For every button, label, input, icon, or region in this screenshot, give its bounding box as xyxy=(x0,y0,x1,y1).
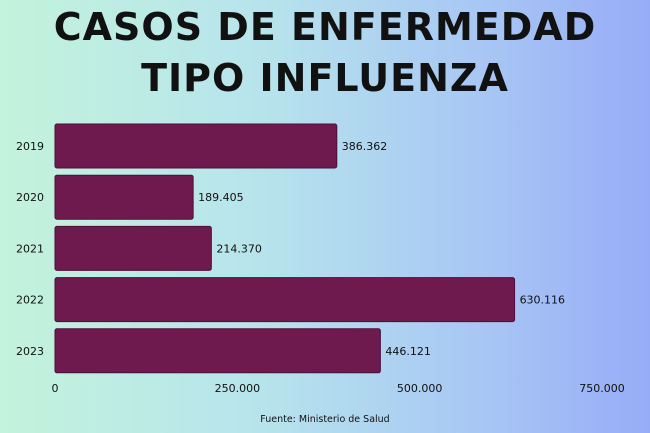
category-label-2020: 2020 xyxy=(16,191,44,204)
x-tick-label-3: 750.000 xyxy=(579,382,625,395)
bar-2021 xyxy=(54,225,212,271)
category-label-2019: 2019 xyxy=(16,140,44,153)
x-tick-label-2: 500.000 xyxy=(397,382,443,395)
value-label-2023: 446.121 xyxy=(385,345,431,358)
value-label-2019: 386.362 xyxy=(342,140,388,153)
value-label-2022: 630.116 xyxy=(520,294,566,307)
category-label-2023: 2023 xyxy=(16,345,44,358)
x-tick-label-0: 0 xyxy=(52,382,59,395)
category-label-2022: 2022 xyxy=(16,294,44,307)
chart-title-line-1: CASOS DE ENFERMEDAD xyxy=(53,5,597,49)
source-note: Fuente: Ministerio de Salud xyxy=(260,414,390,425)
chart-title-line-2: TIPO INFLUENZA xyxy=(141,56,509,100)
bar-2022 xyxy=(54,277,516,323)
category-label-2021: 2021 xyxy=(16,242,44,255)
bar-2020 xyxy=(54,174,194,220)
value-label-2021: 214.370 xyxy=(216,242,261,255)
value-label-2020: 189.405 xyxy=(198,191,244,204)
x-tick-label-1: 250.000 xyxy=(215,382,261,395)
bar-2023 xyxy=(54,328,381,374)
bar-2019 xyxy=(54,123,338,169)
